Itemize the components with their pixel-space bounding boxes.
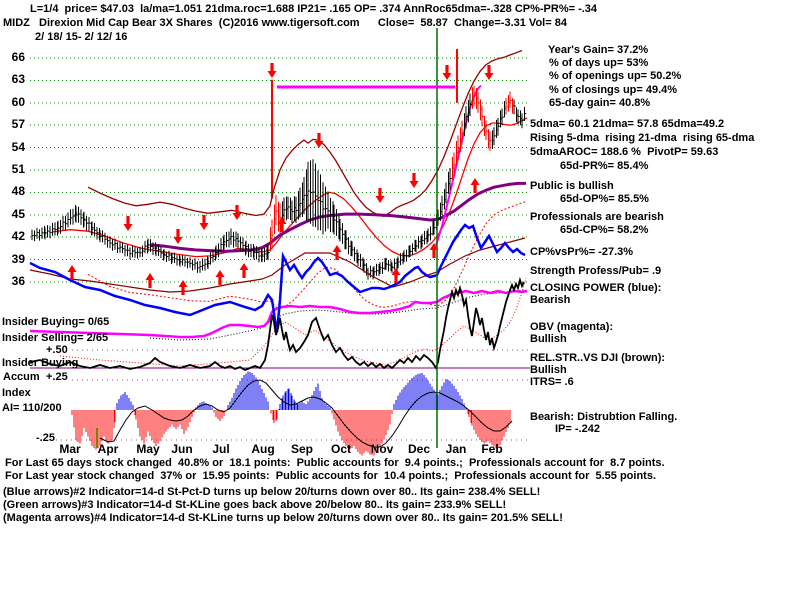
month-axis-tick-label: Sep [290,442,313,456]
sell-signal-arrow-down-icon [409,173,419,188]
right-panel-stat-line: Bullish [530,364,567,376]
sell-signal-arrow-down-icon [375,188,385,203]
price-axis-tick-label: 60 [11,94,25,109]
sell-signal-arrow-down-icon [267,63,277,78]
right-panel-stat-line: 65d-PR%= 85.4% [560,160,649,172]
ma65-line [149,181,526,253]
month-axis-tick-label: Jun [171,442,193,456]
price-axis-tick-label: 36 [11,274,25,288]
bottom-summary-line: For Last year stock changed 37% or 15.95… [5,470,657,482]
month-axis-tick-label: Aug [251,442,275,456]
sell-signal-arrow-down-icon [173,229,183,244]
buy-signal-arrow-up-icon [239,263,249,278]
sell-signal-arrow-down-icon [123,216,133,231]
right-panel-stat-line: REL.STR..VS DJI (brown): [530,352,666,364]
bottom-summary-line: (Green arrows)#3 Indicator=14-d St-KLine… [3,499,507,511]
closing-power-line [29,223,526,333]
sell-signal-arrow-down-icon [232,205,242,220]
price-axis-tick-label: 54 [11,139,25,154]
bottom-summary-line: For Last 65 days stock changed 40.8% or … [5,457,665,469]
right-panel-stat-line: Professionals are bearish [530,211,664,223]
sell-signal-arrow-down-icon [199,215,209,230]
right-panel-stat-line: 65d-CP%= 58.2% [560,224,649,236]
plus50-level-label: +.50 [46,344,68,356]
upper-band-line [87,49,523,217]
buy-signal-arrow-up-icon [67,265,77,280]
ma21-line [51,117,528,258]
index-label: Index [2,387,31,399]
bottom-summary-line: (Magenta arrows)#4 Indicator=14-d St-KLi… [3,512,563,524]
right-panel-stat-line: % of days up= 53% [549,57,649,69]
buy-signal-arrow-up-icon [391,268,401,283]
ma5-line [435,84,482,246]
ai-value-label: AI= 110/200 [2,402,62,414]
buy-signal-arrow-up-icon [470,178,480,193]
right-panel-stat-line: CLOSING POWER (blue): [530,282,662,294]
price-axis-tick-label: 48 [11,184,25,199]
sell-signal-arrow-down-icon [484,65,494,80]
price-axis-tick-label: 63 [11,72,25,87]
insider-buying-title-label: Insider Buying [2,357,79,369]
month-axis-tick-label: Nov [370,442,394,456]
price-axis-tick-label: 66 [11,50,25,64]
right-panel-stat-line: 5dmaAROC= 188.6 % PivotP= 59.63 [530,146,719,158]
right-panel-stat-line: IP= -.242 [555,423,600,435]
price-axis-tick-label: 42 [11,229,25,244]
month-axis-tick-label: Jan [445,442,467,456]
sell-signal-arrow-down-icon [314,133,324,148]
buy-signal-arrow-up-icon [145,273,155,288]
right-panel-stat-line: 65d-OP%= 85.5% [560,193,649,205]
month-axis-tick-label: Oct [330,442,351,456]
price-axis-tick-label: 39 [11,251,25,266]
price-axis-tick-label: 45 [11,206,25,221]
header-title-line: MIDZ Direxion Mid Cap Bear 3X Shares (C)… [3,17,567,29]
bottom-summary-line: (Blue arrows)#2 Indicator=14-d St-Pct-D … [3,486,541,498]
month-axis-tick-label: May [136,442,160,456]
month-axis-tick-label: Dec [407,442,430,456]
month-axis-tick-label: Apr [97,442,119,456]
histogram-signal-line [99,379,513,448]
insider-buying-count-label: Insider Buying= 0/65 [2,316,110,328]
plus25-level-label: +.25 [46,371,68,383]
sell-signal-arrow-down-icon [442,65,452,80]
month-axis-tick-label: Jul [212,442,230,456]
right-panel-stat-line: Bearish: Distrubtion Falling. [530,411,678,423]
minus25-level-label: -.25 [36,432,55,444]
accum-dotted-companion-line [59,277,527,367]
month-axis-tick-label: Mar [59,442,81,456]
month-axis-tick-label: Feb [481,442,503,456]
buy-signal-arrow-up-icon [332,245,342,260]
buy-signal-arrow-up-icon [178,280,188,295]
right-panel-stat-line: Rising 5-dma rising 21-dma rising 65-dma [530,132,755,144]
relative-strength-line [29,237,526,293]
right-panel-stat-line: Bullish [530,333,567,345]
price-axis-tick-label: 51 [11,162,25,176]
price-axis-tick-label: 57 [11,117,25,132]
right-panel-stat-line: CP%vsPr%= -27.3% [530,246,634,258]
right-panel-stat-line: 65-day gain= 40.8% [549,97,651,109]
right-panel-stat-line: Bearish [530,294,571,306]
header-stats-line: L=1/4 price= $47.03 la/ma=1.051 21dma.ro… [30,3,598,15]
buy-signal-arrow-up-icon [215,270,225,285]
right-panel-stat-line: OBV (magenta): [530,321,614,333]
accum-label: Accum [3,371,40,383]
header-date-range: 2/ 18/ 15- 2/ 12/ 16 [35,31,128,43]
insider-selling-count-label: Insider Selling= 2/65 [2,332,109,344]
right-panel-stat-line: Strength Profess/Pub= .9 [530,265,662,277]
right-panel-stat-line: % of openings up= 50.2% [549,70,682,82]
right-panel-stat-line: Public is bullish [530,180,614,192]
buy-signal-arrow-up-icon [429,243,439,258]
right-panel-stat-line: ITRS= .6 [530,376,574,388]
right-panel-stat-line: Year's Gain= 37.2% [548,44,649,56]
right-panel-stat-line: % of closings up= 49.4% [549,84,678,96]
accumulation-index-line [29,276,525,372]
right-panel-stat-line: 5dma= 60.1 21dma= 57.8 65dma=49.2 [530,118,725,130]
buy-signal-arrow-up-icon [277,217,287,232]
obv-line [29,289,528,339]
